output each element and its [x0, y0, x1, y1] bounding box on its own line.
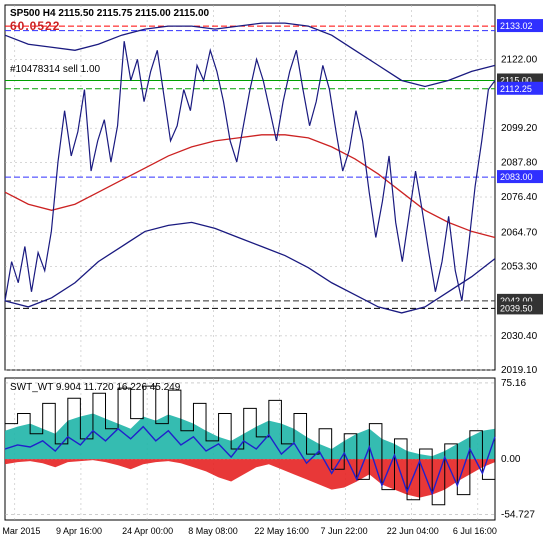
svg-text:7 Jun 22:00: 7 Jun 22:00 — [321, 526, 368, 536]
svg-text:6 Jul 16:00: 6 Jul 16:00 — [453, 526, 497, 536]
svg-text:SWT_WT 9.904 11.720 16.226 45.: SWT_WT 9.904 11.720 16.226 45.249 — [10, 382, 181, 393]
svg-text:2053.30: 2053.30 — [501, 262, 538, 273]
svg-text:2133.02: 2133.02 — [500, 21, 533, 31]
svg-text:2019.10: 2019.10 — [501, 365, 538, 376]
svg-text:2030.40: 2030.40 — [501, 331, 538, 342]
svg-text:2087.80: 2087.80 — [501, 158, 538, 169]
svg-text:2039.50: 2039.50 — [500, 303, 533, 313]
svg-text:75.16: 75.16 — [501, 378, 526, 389]
svg-text:2099.20: 2099.20 — [501, 123, 538, 134]
svg-text:25 Mar 2015: 25 Mar 2015 — [0, 526, 40, 536]
svg-text:2122.00: 2122.00 — [501, 54, 538, 65]
svg-text:22 Jun 04:00: 22 Jun 04:00 — [387, 526, 439, 536]
svg-text:9 Apr 16:00: 9 Apr 16:00 — [56, 526, 102, 536]
svg-text:2064.70: 2064.70 — [501, 227, 538, 238]
svg-text:24 Apr 00:00: 24 Apr 00:00 — [122, 526, 173, 536]
svg-text:8 May 08:00: 8 May 08:00 — [188, 526, 238, 536]
svg-text:#10478314 sell 1.00: #10478314 sell 1.00 — [10, 64, 101, 75]
chart-canvas: 2019.10 2030.40 2053.30 2064.70 2076.40 2087.… — [0, 0, 550, 550]
svg-text:2112.25: 2112.25 — [500, 84, 532, 94]
svg-text:SP500 H4 2115.50 2115.75 2115.: SP500 H4 2115.50 2115.75 2115.00 2115.00 — [10, 8, 210, 19]
svg-text:2076.40: 2076.40 — [501, 192, 538, 203]
svg-text:60.0522: 60.0522 — [10, 19, 60, 33]
svg-text:2083.00: 2083.00 — [500, 172, 533, 182]
svg-text:22 May 16:00: 22 May 16:00 — [254, 526, 309, 536]
svg-text:0.00: 0.00 — [501, 454, 521, 465]
svg-text:-54.727: -54.727 — [501, 510, 535, 521]
